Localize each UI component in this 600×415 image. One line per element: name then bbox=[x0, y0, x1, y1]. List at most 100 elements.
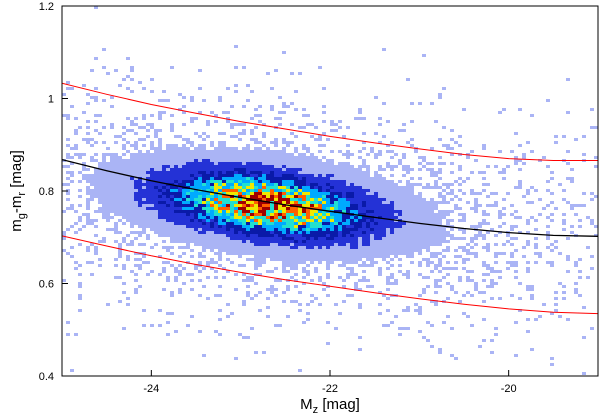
heatmap-cell bbox=[78, 216, 82, 219]
heatmap-cell bbox=[190, 192, 194, 195]
heatmap-cell bbox=[158, 144, 162, 147]
heatmap-cell bbox=[198, 207, 202, 210]
heatmap-cell bbox=[146, 189, 150, 192]
heatmap-cell bbox=[310, 258, 314, 261]
heatmap-cell bbox=[150, 171, 154, 174]
heatmap-cell bbox=[254, 261, 258, 264]
heatmap-cell bbox=[138, 225, 142, 228]
heatmap-cell bbox=[90, 273, 94, 276]
heatmap-cell bbox=[482, 189, 486, 192]
heatmap-cell bbox=[222, 195, 226, 198]
heatmap-cell bbox=[162, 192, 166, 195]
heatmap-cell bbox=[466, 291, 470, 294]
heatmap-cell bbox=[102, 156, 106, 159]
heatmap-cell bbox=[110, 162, 114, 165]
heatmap-cell bbox=[178, 228, 182, 231]
heatmap-cell bbox=[146, 174, 150, 177]
heatmap-cell bbox=[446, 234, 450, 237]
heatmap-cell bbox=[326, 249, 330, 252]
heatmap-cell bbox=[442, 249, 446, 252]
heatmap-cell bbox=[554, 303, 558, 306]
heatmap-cell bbox=[202, 267, 206, 270]
heatmap-cell bbox=[246, 180, 250, 183]
heatmap-cell bbox=[362, 234, 366, 237]
heatmap-cell bbox=[138, 162, 142, 165]
heatmap-cell bbox=[154, 174, 158, 177]
heatmap-cell bbox=[450, 219, 454, 222]
heatmap-cell bbox=[302, 210, 306, 213]
heatmap-cell bbox=[306, 303, 310, 306]
heatmap-cell bbox=[230, 219, 234, 222]
heatmap-cell bbox=[514, 216, 518, 219]
heatmap-cell bbox=[578, 276, 582, 279]
heatmap-cell bbox=[102, 195, 106, 198]
heatmap-cell bbox=[210, 171, 214, 174]
heatmap-cell bbox=[166, 195, 170, 198]
heatmap-cell bbox=[274, 237, 278, 240]
heatmap-cell bbox=[302, 240, 306, 243]
heatmap-cell bbox=[338, 162, 342, 165]
heatmap-cell bbox=[178, 291, 182, 294]
heatmap-cell bbox=[398, 201, 402, 204]
heatmap-cell bbox=[234, 180, 238, 183]
heatmap-cell bbox=[370, 285, 374, 288]
heatmap-cell bbox=[110, 123, 114, 126]
heatmap-cell bbox=[438, 222, 442, 225]
heatmap-cell bbox=[214, 168, 218, 171]
heatmap-cell bbox=[390, 225, 394, 228]
heatmap-cell bbox=[446, 249, 450, 252]
heatmap-cell bbox=[70, 162, 74, 165]
heatmap-cell bbox=[254, 159, 258, 162]
heatmap-cell bbox=[62, 210, 66, 213]
heatmap-cell bbox=[442, 210, 446, 213]
heatmap-cell bbox=[366, 180, 370, 183]
heatmap-cell bbox=[250, 234, 254, 237]
heatmap-cell bbox=[102, 48, 106, 51]
heatmap-cell bbox=[310, 159, 314, 162]
heatmap-cell bbox=[138, 285, 142, 288]
heatmap-cell bbox=[406, 180, 410, 183]
heatmap-cell bbox=[322, 165, 326, 168]
heatmap-cell bbox=[430, 162, 434, 165]
heatmap-cell bbox=[210, 222, 214, 225]
heatmap-cell bbox=[462, 216, 466, 219]
heatmap-cell bbox=[182, 180, 186, 183]
heatmap-cell bbox=[386, 228, 390, 231]
heatmap-cell bbox=[230, 222, 234, 225]
heatmap-cell bbox=[278, 279, 282, 282]
heatmap-cell bbox=[310, 156, 314, 159]
heatmap-cell bbox=[258, 237, 262, 240]
heatmap-cell bbox=[374, 96, 378, 99]
heatmap-cell bbox=[354, 201, 358, 204]
heatmap-cell bbox=[122, 216, 126, 219]
heatmap-cell bbox=[142, 210, 146, 213]
heatmap-cell bbox=[386, 216, 390, 219]
heatmap-cell bbox=[334, 237, 338, 240]
heatmap-cell bbox=[130, 219, 134, 222]
heatmap-cell bbox=[202, 177, 206, 180]
heatmap-cell bbox=[210, 231, 214, 234]
heatmap-cell bbox=[378, 273, 382, 276]
heatmap-cell bbox=[234, 153, 238, 156]
heatmap-cell bbox=[278, 201, 282, 204]
heatmap-cell bbox=[462, 192, 466, 195]
heatmap-cell bbox=[550, 171, 554, 174]
heatmap-cell bbox=[218, 234, 222, 237]
heatmap-cell bbox=[406, 228, 410, 231]
heatmap-cell bbox=[422, 201, 426, 204]
heatmap-cell bbox=[90, 69, 94, 72]
heatmap-cell bbox=[250, 159, 254, 162]
heatmap-cell bbox=[206, 204, 210, 207]
heatmap-cell bbox=[326, 261, 330, 264]
heatmap-cell bbox=[170, 174, 174, 177]
heatmap-cell bbox=[94, 159, 98, 162]
heatmap-cell bbox=[238, 219, 242, 222]
heatmap-cell bbox=[402, 231, 406, 234]
heatmap-cell bbox=[186, 234, 190, 237]
heatmap-cell bbox=[102, 237, 106, 240]
heatmap-cell bbox=[406, 141, 410, 144]
heatmap-cell bbox=[126, 219, 130, 222]
heatmap-cell bbox=[166, 216, 170, 219]
heatmap-cell bbox=[78, 285, 82, 288]
heatmap-cell bbox=[358, 207, 362, 210]
